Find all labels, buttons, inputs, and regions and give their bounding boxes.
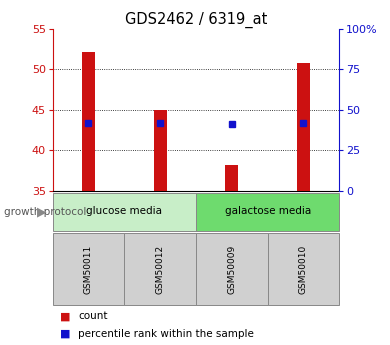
Text: GSM50011: GSM50011: [84, 244, 93, 294]
Text: GSM50010: GSM50010: [299, 244, 308, 294]
Bar: [196, 193, 339, 231]
Bar: [82, 52, 95, 191]
Text: growth protocol: growth protocol: [4, 207, 86, 217]
Bar: [53, 193, 196, 231]
Text: ▶: ▶: [37, 206, 47, 218]
Bar: [225, 165, 238, 191]
Text: ■: ■: [60, 329, 71, 339]
Text: ■: ■: [60, 311, 71, 321]
Bar: [196, 233, 268, 305]
Text: count: count: [78, 311, 108, 321]
Text: galactose media: galactose media: [225, 206, 311, 216]
Bar: [297, 63, 310, 191]
Bar: [53, 233, 124, 305]
Bar: [268, 233, 339, 305]
Bar: [124, 233, 196, 305]
Text: glucose media: glucose media: [86, 206, 162, 216]
Text: GSM50009: GSM50009: [227, 244, 236, 294]
Title: GDS2462 / 6319_at: GDS2462 / 6319_at: [125, 11, 267, 28]
Bar: [154, 110, 167, 191]
Text: GSM50012: GSM50012: [156, 245, 165, 294]
Text: percentile rank within the sample: percentile rank within the sample: [78, 329, 254, 339]
